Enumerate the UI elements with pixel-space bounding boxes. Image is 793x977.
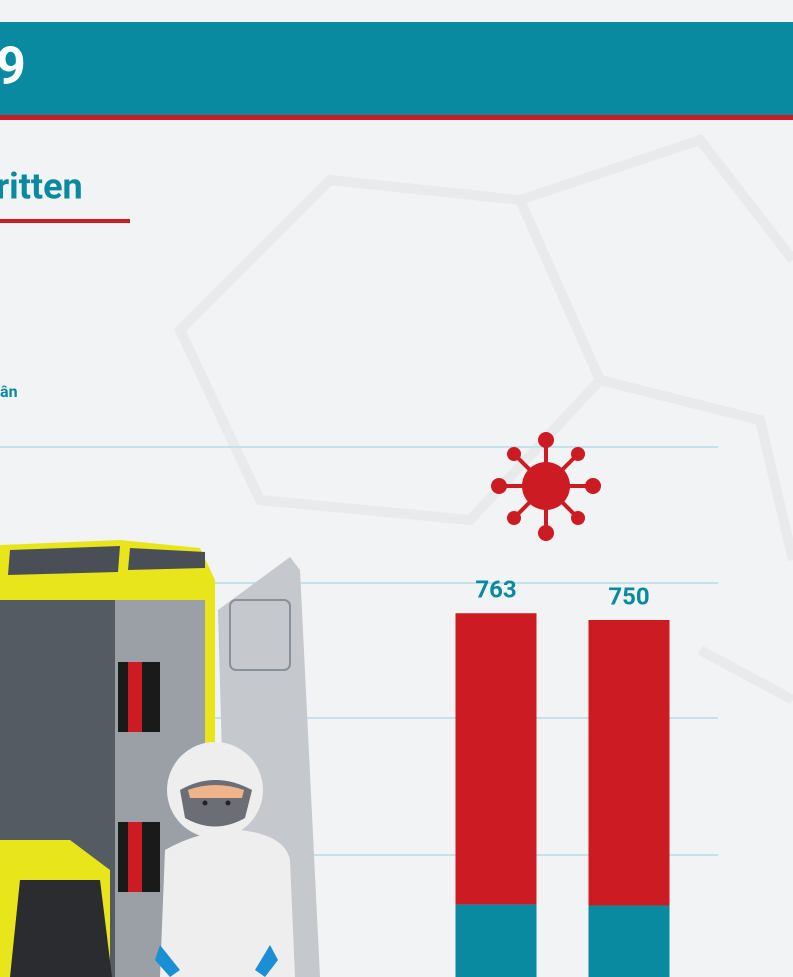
- total-label: 750: [608, 582, 649, 610]
- virus-icon: [491, 432, 601, 541]
- header-band: [0, 22, 793, 116]
- bar-segment: [588, 905, 670, 977]
- subtitle: ân: [0, 382, 18, 401]
- bar-segment: [455, 904, 537, 977]
- total-label: 763: [475, 576, 516, 604]
- hex-pattern: [173, 134, 793, 705]
- section-title: ritten: [0, 166, 83, 208]
- title-underline: [0, 219, 130, 223]
- ambulance-illustration: [0, 540, 320, 977]
- header-rule: [0, 115, 793, 120]
- bar-segment: [588, 620, 670, 906]
- bar-segment: [455, 613, 537, 905]
- header-title: 9: [0, 36, 26, 97]
